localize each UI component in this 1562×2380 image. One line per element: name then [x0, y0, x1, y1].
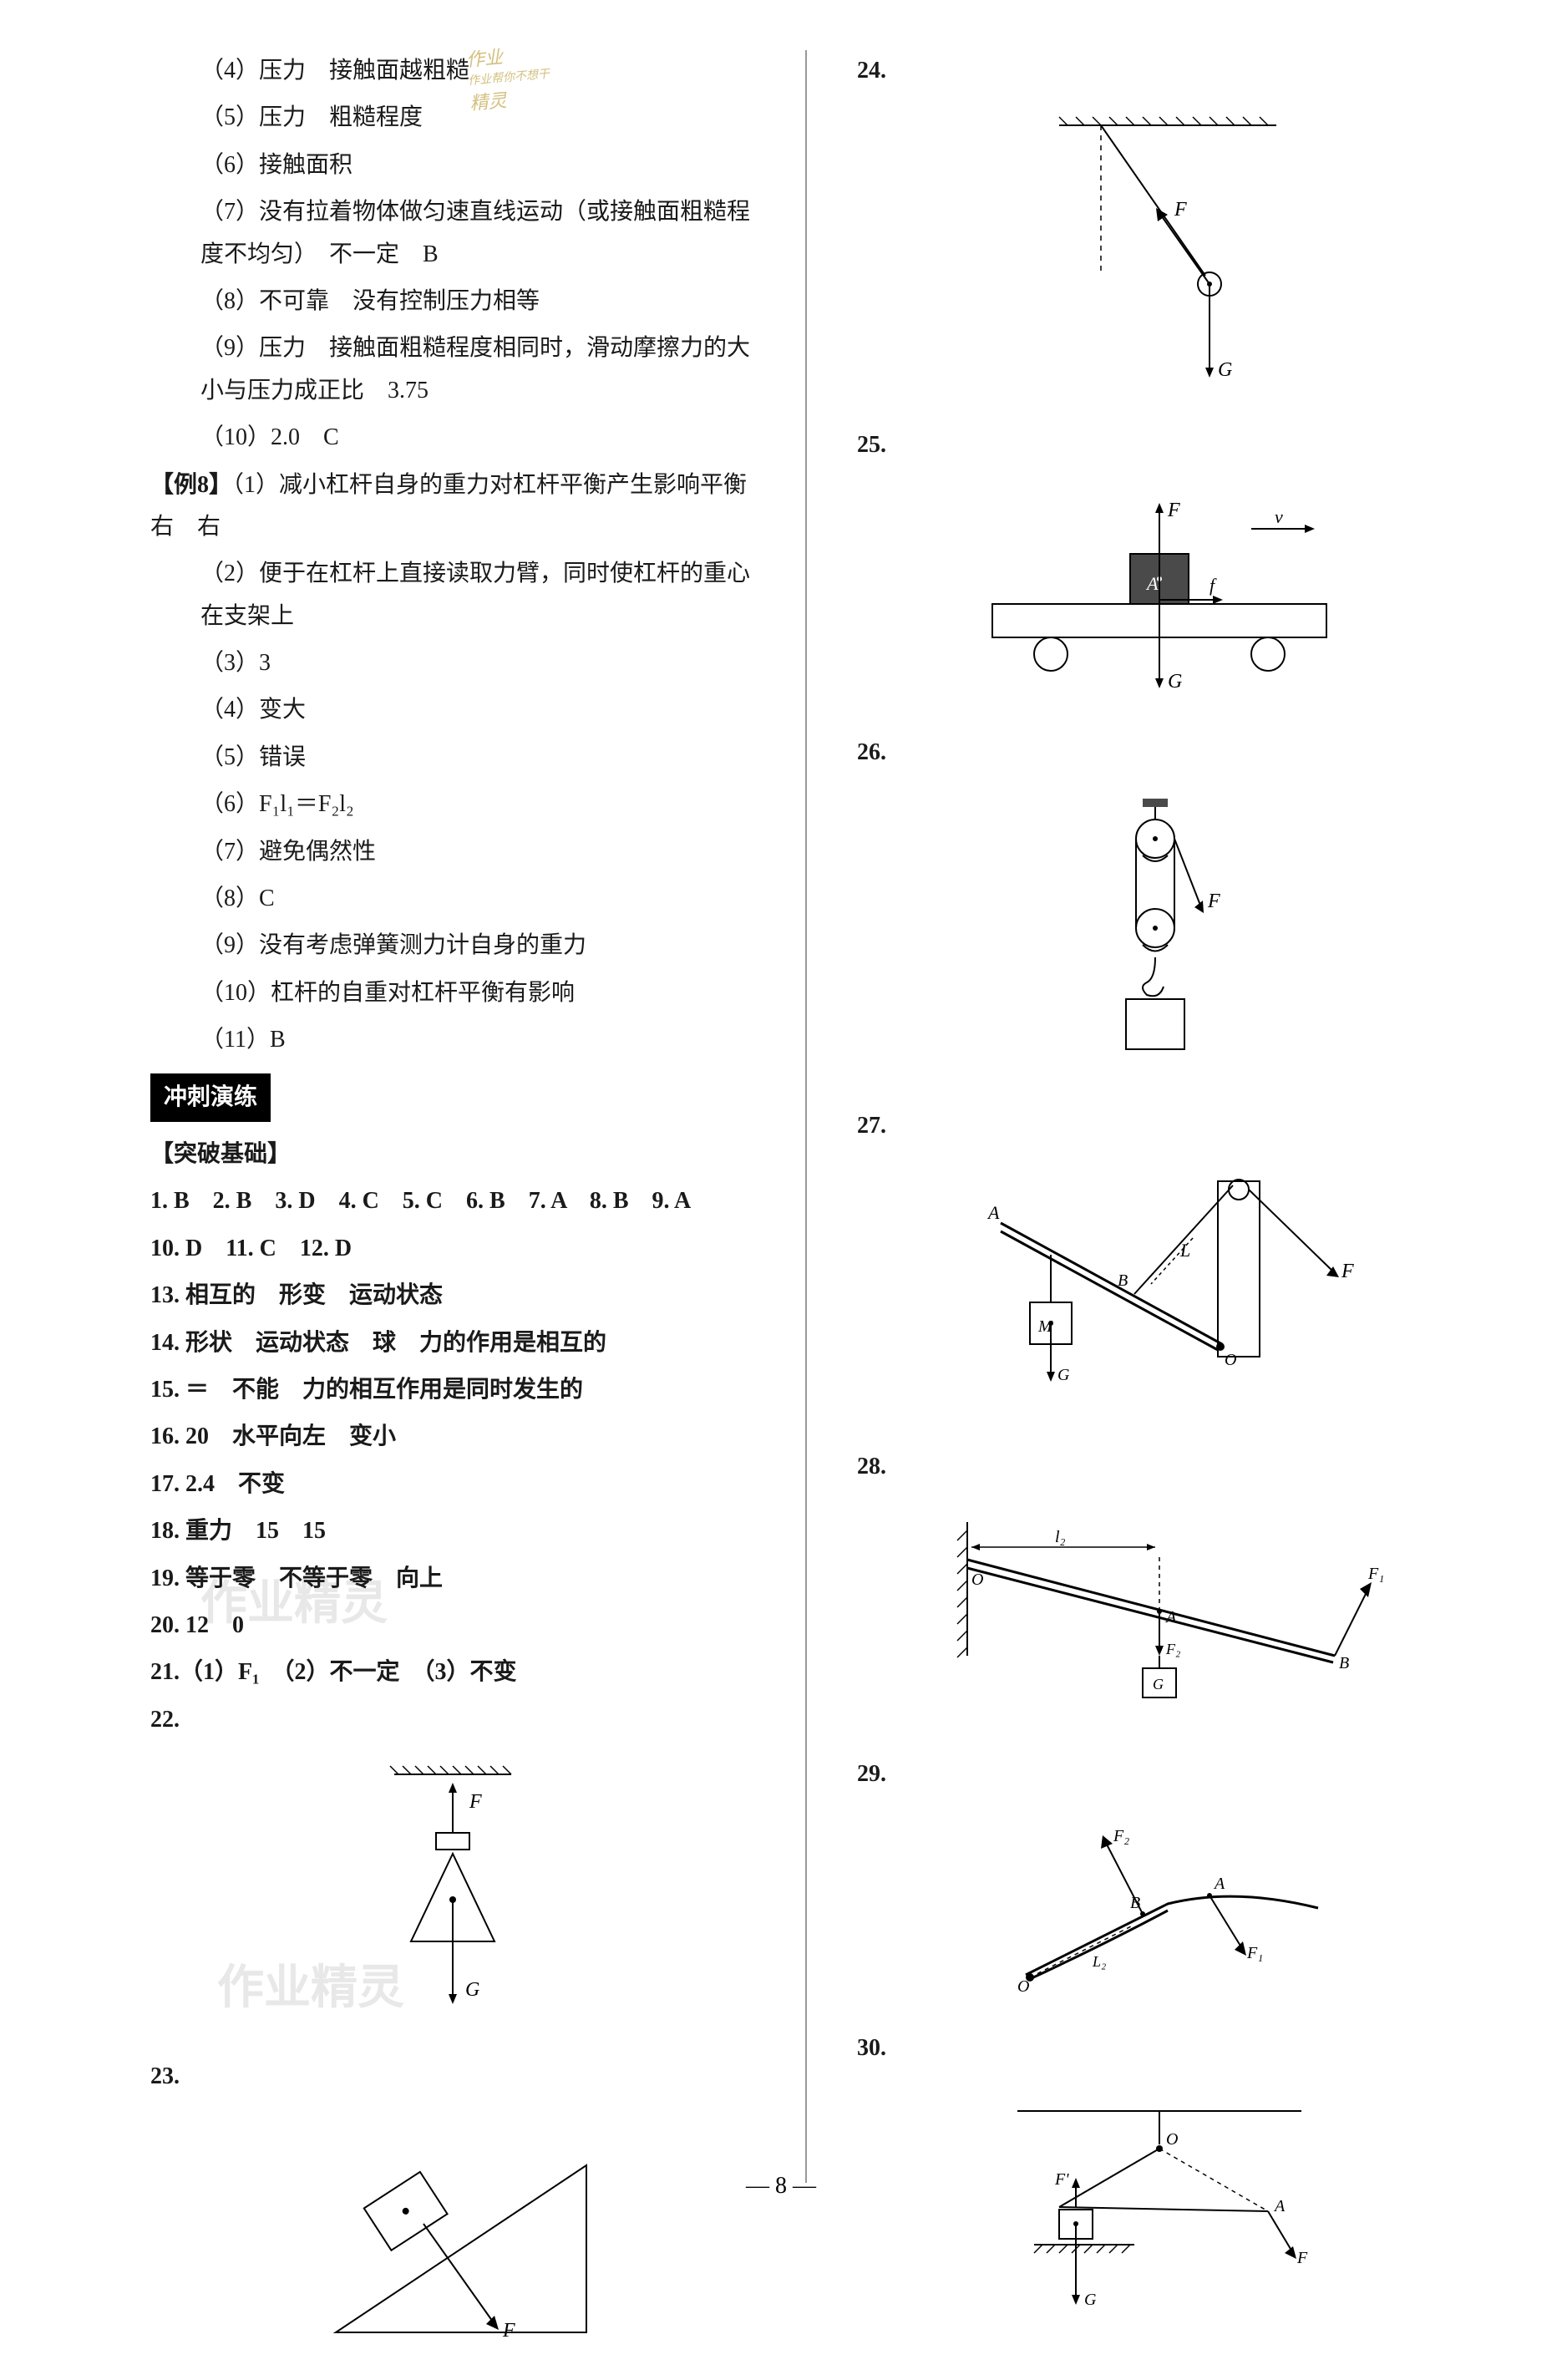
sub-header: 【突破基础】 [150, 1134, 755, 1175]
answer-line: （10）2.0 C [150, 417, 755, 459]
fillin-line: 14. 形状 运动状态 球 力的作用是相互的 [150, 1322, 755, 1364]
answer-line: （6）F₁l₁＝F₂l₂ [150, 784, 755, 825]
fillin-line: 15. ＝ 不能 力的相互作用是同时发生的 [150, 1369, 755, 1411]
svg-text:A: A [1273, 2197, 1286, 2215]
answer-line: （4）变大 [150, 689, 755, 731]
example-8: 【例8】（1）减小杠杆自身的重力对杠杆平衡产生影响平衡 右 右 [150, 464, 755, 549]
question-25: 25. [857, 424, 1462, 466]
question-26: 26. [857, 732, 1462, 774]
right-column: 24. [832, 50, 1462, 2183]
svg-text:F: F [1174, 199, 1187, 221]
stamp-watermark: 作业 作业帮你不想干 精灵 [465, 38, 553, 115]
svg-text:A: A [1213, 1875, 1225, 1893]
page-number: — 8 — [0, 2173, 1562, 2200]
svg-text:F₁: F₁ [1367, 1565, 1384, 1583]
fillin-line: 19. 等于零 不等于零 向上 [150, 1558, 755, 1600]
multiple-choice-line: 10. D 11. C 12. D [150, 1228, 755, 1270]
svg-text:O: O [971, 1571, 983, 1589]
answer-line: （3）3 [150, 642, 755, 684]
left-column: （4）压力 接触面越粗糙 （5）压力 粗糙程度 （6）接触面积 （7）没有拉着物… [150, 50, 780, 2183]
svg-text:F₂: F₂ [1165, 1641, 1180, 1657]
answer-line: （10）杠杆的自重对杠杆平衡有影响 [150, 972, 755, 1014]
answer-line: （11）B [150, 1019, 755, 1061]
svg-text:B: B [1339, 1654, 1349, 1672]
question-23: 23. [150, 2056, 755, 2098]
answer-line: （9）压力 接触面粗糙程度相同时，滑动摩擦力的大小与压力成正比 3.75 [150, 327, 755, 412]
svg-text:L₂: L₂ [1092, 1953, 1106, 1970]
svg-text:F₂: F₂ [1113, 1827, 1129, 1845]
fillin-line: 21.（1）F₁ （2）不一定 （3）不变 [150, 1652, 755, 1693]
svg-text:F: F [469, 1791, 482, 1813]
answer-line: （5）错误 [150, 737, 755, 779]
svg-text:F: F [1167, 500, 1180, 521]
fillin-line: 13. 相互的 形变 运动状态 [150, 1275, 755, 1317]
question-22: 22. [150, 1699, 755, 1741]
svg-text:O: O [1166, 2130, 1178, 2149]
answer-line: （8）不可靠 没有控制压力相等 [150, 281, 755, 322]
answer-line: （6）接触面积 [150, 145, 755, 186]
question-27: 27. [857, 1105, 1462, 1147]
svg-text:B: B [1118, 1271, 1128, 1290]
svg-text:v: v [1275, 506, 1283, 527]
svg-text:l₂: l₂ [1055, 1528, 1066, 1546]
svg-text:L: L [1179, 1240, 1190, 1261]
figure-27: A O B F L M [857, 1165, 1462, 1429]
svg-text:A: A [986, 1202, 1000, 1223]
multiple-choice-line: 1. B 2. B 3. D 4. C 5. C 6. B 7. A 8. B … [150, 1180, 755, 1222]
svg-text:O: O [1225, 1351, 1236, 1369]
answer-line: （7）没有拉着物体做匀速直线运动（或接触面粗糙程度不均匀） 不一定 B [150, 191, 755, 276]
answer-line: （9）没有考虑弹簧测力计自身的重力 [150, 925, 755, 967]
figure-25: A F G f v [857, 483, 1462, 714]
svg-text:F: F [1207, 891, 1220, 912]
svg-text:F₁: F₁ [1246, 1944, 1263, 1962]
figure-22: F G [150, 1758, 755, 2039]
svg-text:F: F [1341, 1261, 1354, 1282]
svg-text:G: G [1057, 1366, 1070, 1384]
svg-text:O: O [1017, 1977, 1029, 1996]
figure-24: F G [857, 109, 1462, 407]
svg-text:G: G [1168, 671, 1182, 693]
figure-23: F [150, 2115, 755, 2380]
svg-text:G: G [1218, 359, 1232, 381]
section-header: 冲刺演练 [150, 1067, 755, 1129]
fillin-line: 17. 2.4 不变 [150, 1464, 755, 1505]
answer-line: （2）便于在杠杆上直接读取力臂，同时使杠杆的重心在支架上 [150, 553, 755, 637]
fillin-line: 20. 12 0 [150, 1605, 755, 1647]
svg-text:G: G [465, 1979, 479, 2001]
page-content: （4）压力 接触面越粗糙 （5）压力 粗糙程度 （6）接触面积 （7）没有拉着物… [0, 0, 1562, 2233]
svg-text:F: F [1296, 2249, 1308, 2267]
svg-text:F: F [502, 2320, 515, 2342]
answer-line: （7）避免偶然性 [150, 831, 755, 873]
question-30: 30. [857, 2027, 1462, 2069]
question-24: 24. [857, 50, 1462, 92]
answer-line: （8）C [150, 878, 755, 920]
answer-line: （4）压力 接触面越粗糙 [150, 50, 755, 92]
column-divider [805, 50, 807, 2183]
figure-28: O B A F₂ l₂ G F₁ [857, 1505, 1462, 1737]
figure-26: F [857, 790, 1462, 1089]
figure-29: O A B F₁ F₂ L₂ [857, 1812, 1462, 2010]
svg-text:A: A [1145, 573, 1159, 594]
fillin-line: 16. 20 水平向左 变小 [150, 1416, 755, 1458]
svg-text:B: B [1130, 1894, 1140, 1912]
answer-line: （5）压力 粗糙程度 [150, 97, 755, 139]
svg-text:G: G [1084, 2291, 1097, 2309]
fillin-line: 18. 重力 15 15 [150, 1510, 755, 1552]
question-28: 28. [857, 1446, 1462, 1488]
svg-text:f: f [1210, 575, 1217, 596]
figure-30: O A F F' [857, 2086, 1462, 2334]
question-29: 29. [857, 1753, 1462, 1795]
svg-text:G: G [1153, 1676, 1164, 1692]
svg-text:A: A [1164, 1608, 1177, 1626]
